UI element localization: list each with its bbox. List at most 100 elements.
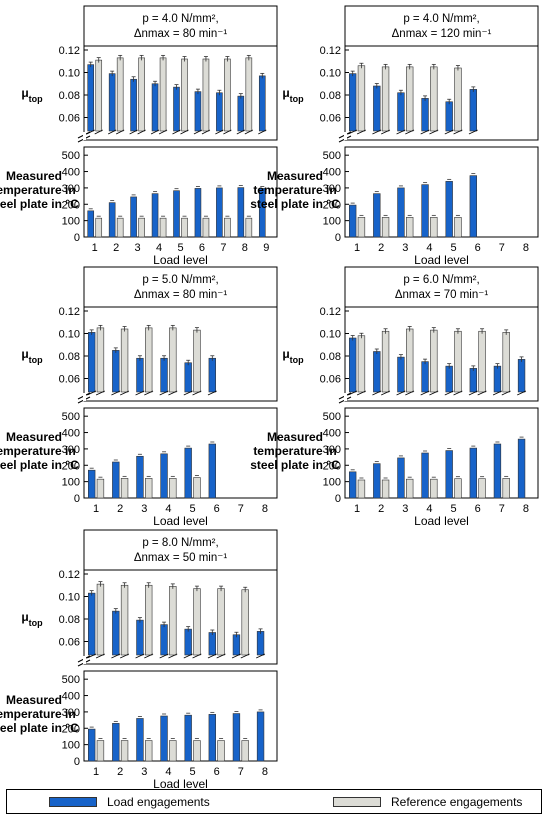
mu-bar-break-mark [396, 129, 406, 135]
x-tick-label: 5 [451, 503, 457, 515]
temp-bar-load [469, 175, 477, 238]
x-tick-label: 5 [190, 503, 196, 515]
mu-bar-reference [159, 57, 167, 132]
mu-bar-break-mark [95, 653, 105, 659]
mu-bar-break-mark [95, 390, 105, 396]
panel-title-line-2: Δnmax = 80 min⁻¹ [134, 28, 227, 40]
temp-y-tick-label: 200 [323, 460, 341, 472]
mu-bar-break-mark [168, 390, 178, 396]
mu-bar-break-mark [144, 653, 154, 659]
temp-y-tick-label: 300 [62, 183, 80, 195]
x-tick-label: 7 [499, 503, 505, 515]
temp-bar-reference [224, 217, 231, 238]
temp-bar-reference [145, 740, 153, 762]
x-tick-label: 8 [262, 766, 268, 778]
panel-title-box [83, 5, 278, 47]
mu-bar-break-mark [215, 129, 224, 135]
mu-bar-load [160, 624, 168, 656]
x-tick-label: 7 [499, 242, 505, 254]
temp-bar-load [397, 187, 405, 238]
temp-bar-load [216, 187, 223, 238]
temp-bar-load [421, 452, 429, 499]
mu-bar-load [421, 361, 429, 393]
panel-title-line-2: Δnmax = 70 min⁻¹ [395, 289, 488, 301]
temp-bar-load [136, 455, 144, 499]
temp-bar-reference [181, 217, 188, 238]
mu-bar-load [232, 634, 241, 656]
mu-y-axis-label: μtop [282, 86, 304, 104]
legend-item-load: Load engagements [49, 795, 210, 809]
temp-bar-load [256, 711, 265, 762]
mu-bar-reference [478, 330, 486, 393]
mu-bar-break-mark [231, 653, 241, 659]
temp-bar-load [112, 461, 120, 499]
mu-y-tick-label: 0.08 [59, 90, 80, 102]
mu-bar-reference [381, 330, 390, 393]
mu-bar-load [258, 75, 266, 132]
mu-y-axis-label: μtop [21, 347, 43, 365]
temp-bar-load [130, 196, 137, 238]
mu-bar-load [373, 351, 381, 393]
temp-bar-load [397, 457, 405, 499]
temp-bar-reference [478, 478, 486, 499]
temp-y-tick-label: 500 [323, 150, 341, 162]
mu-bar-break-mark [429, 129, 439, 135]
x-tick-label: 4 [165, 503, 171, 515]
mu-bar-load [445, 101, 453, 132]
temp-bar-reference [357, 479, 366, 499]
temp-bar-load [208, 714, 216, 762]
mu-bar-reference [381, 66, 390, 132]
x-tick-label: 5 [451, 242, 457, 254]
mu-bar-break-mark [356, 129, 366, 135]
x-tick-label: 8 [523, 242, 529, 254]
temp-bar-load [469, 447, 477, 499]
mu-bar-break-mark [94, 129, 103, 135]
mu-bar-break-mark [468, 390, 478, 396]
mu-bar-load [237, 95, 245, 132]
x-tick-label: 1 [93, 766, 99, 778]
mu-bar-load [349, 337, 357, 393]
mu-bar-break-mark [111, 390, 121, 396]
panel-title-line-2: Δnmax = 120 min⁻¹ [392, 28, 492, 40]
mu-y-tick-label: 0.06 [320, 374, 341, 386]
temp-bar-load [493, 443, 502, 499]
mu-bar-break-mark [372, 129, 382, 135]
mu-bar-break-mark [429, 390, 439, 396]
x-tick-label: 3 [402, 242, 408, 254]
legend-swatch-reference [333, 797, 381, 807]
mu-bar-reference [169, 327, 177, 393]
mu-bar-break-mark [372, 390, 382, 396]
temp-bar-load [151, 193, 159, 238]
temp-y-tick-label: 100 [62, 740, 80, 752]
mu-bar-load [256, 631, 265, 656]
temp-bar-reference [241, 740, 249, 762]
mu-bar-break-mark [492, 390, 502, 396]
x-tick-label: 6 [475, 242, 481, 254]
mu-bar-break-mark [183, 390, 193, 396]
mu-bar-break-mark [240, 653, 250, 659]
mu-y-axis-label: μtop [21, 610, 43, 628]
temp-y-tick-label: 100 [62, 477, 80, 489]
temp-y-tick-label: 200 [62, 460, 80, 472]
mu-bar-reference [169, 586, 177, 656]
mu-bar-load [421, 98, 429, 132]
mu-bar-break-mark [111, 653, 121, 659]
temp-bar-reference [202, 217, 210, 238]
mu-bar-break-mark [150, 129, 160, 135]
mu-bar-break-mark [135, 390, 145, 396]
mu-bar-reference [217, 588, 225, 656]
mu-bar-reference [193, 588, 201, 656]
temp-bar-reference [454, 217, 462, 238]
temp-bar-reference [454, 478, 462, 499]
temp-bar-reference [193, 477, 201, 499]
temp-y-tick-label: 100 [323, 216, 341, 228]
x-tick-label: 5 [177, 242, 183, 254]
temp-bar-load [184, 447, 192, 499]
temp-y-tick-label: 100 [62, 216, 80, 228]
mu-bar-reference [357, 335, 366, 393]
temp-y-tick-label: 0 [74, 232, 80, 244]
temp-y-tick-label: 200 [62, 199, 80, 211]
mu-bar-break-mark [356, 390, 366, 396]
temp-bar-load [108, 202, 116, 238]
temp-y-tick-label: 500 [62, 150, 80, 162]
